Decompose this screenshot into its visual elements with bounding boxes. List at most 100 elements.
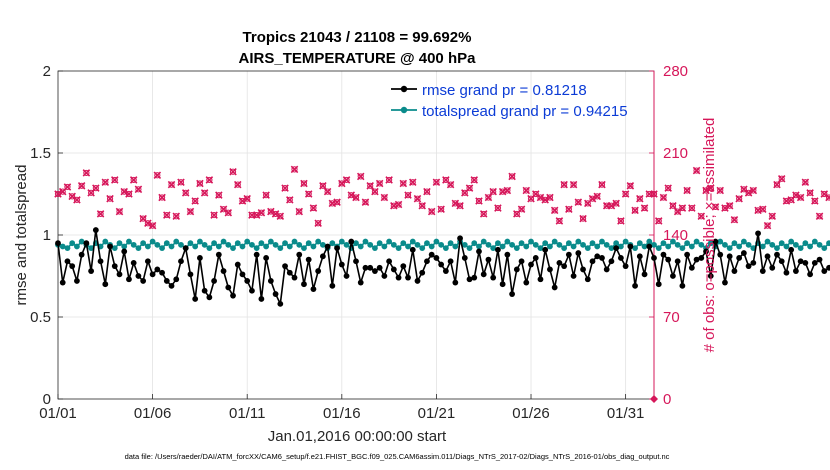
obs-possible-point: [518, 206, 525, 213]
obs-possible-point: [352, 194, 360, 201]
obs-possible-point: [693, 167, 700, 174]
rmse-point: [282, 263, 288, 270]
totalspread-point: [547, 243, 553, 250]
totalspread-point: [537, 245, 544, 252]
left-tick-label-2: 1: [43, 227, 51, 244]
obs-possible-point: [92, 185, 99, 192]
obs-possible-point: [447, 181, 454, 188]
totalspread-point: [821, 245, 828, 252]
totalspread-point: [461, 241, 468, 248]
obs-possible-point: [594, 193, 601, 200]
totalspread-point: [793, 241, 799, 248]
totalspread-point: [395, 245, 402, 252]
obs-possible-point: [348, 192, 355, 199]
obs-possible-point: [688, 204, 695, 212]
obs-possible-point: [258, 209, 265, 216]
rmse-point: [826, 264, 830, 271]
totalspread-point: [376, 240, 383, 247]
rmse-point: [636, 253, 643, 260]
totalspread-point: [674, 241, 681, 248]
totalspread-point: [296, 241, 303, 248]
obs-possible-point: [386, 176, 393, 184]
rmse-point: [64, 258, 71, 265]
rmse-point: [608, 258, 615, 265]
rmse-point: [409, 246, 416, 253]
obs-possible-point: [83, 169, 90, 177]
obs-possible-point: [650, 190, 658, 198]
totalspread-point: [211, 240, 217, 247]
rmse-point: [390, 266, 397, 273]
rmse-point: [811, 259, 818, 266]
obs-possible-point: [565, 206, 572, 213]
obs-possible-point: [210, 211, 218, 219]
obs-possible-point: [428, 208, 435, 215]
obs-possible-point: [144, 220, 151, 227]
rmse-point: [665, 256, 672, 263]
obs-possible-point: [570, 181, 577, 188]
rmse-point: [168, 282, 175, 289]
totalspread-point: [362, 238, 369, 245]
rmse-point: [267, 278, 274, 284]
obs-possible-point: [504, 187, 511, 194]
rmse-point: [736, 255, 743, 261]
obs-possible-point: [702, 187, 710, 194]
totalspread-point: [495, 240, 501, 247]
totalspread-point: [617, 243, 624, 250]
obs-possible-point: [333, 199, 341, 206]
totalspread-point: [173, 238, 180, 245]
totalspread-point: [286, 243, 293, 250]
obs-possible-point: [400, 180, 407, 187]
obs-possible-point: [598, 181, 606, 188]
rmse-point: [774, 251, 780, 258]
totalspread-point: [641, 243, 648, 250]
rmse-point: [523, 279, 530, 286]
obs-possible-point: [357, 173, 364, 180]
rmse-point: [376, 264, 383, 271]
totalspread-point: [466, 245, 473, 252]
totalspread-point: [826, 240, 830, 247]
totalspread-point: [206, 245, 213, 252]
totalspread-point: [778, 240, 785, 247]
obs-possible-point: [376, 180, 383, 187]
rmse-point: [740, 250, 747, 256]
obs-possible-point: [111, 176, 118, 184]
totalspread-point: [130, 241, 137, 248]
rmse-point: [622, 263, 629, 270]
obs-possible-point: [788, 196, 795, 203]
totalspread-point: [783, 243, 790, 250]
obs-possible-point: [367, 182, 374, 189]
totalspread-point: [230, 245, 236, 252]
obs-possible-point: [277, 213, 284, 220]
rmse-point: [334, 245, 340, 252]
rmse-point: [102, 281, 109, 288]
totalspread-point: [381, 243, 388, 250]
right-axis-ticks: 0 70 140 210 280: [649, 63, 688, 408]
obs-possible-point: [196, 180, 204, 187]
rmse-point: [395, 274, 402, 281]
rmse-point: [239, 271, 246, 278]
rmse-point: [277, 300, 284, 307]
obs-possible-point: [149, 222, 156, 229]
obs-possible-point: [726, 202, 733, 209]
rmse-point: [764, 253, 771, 260]
obs-possible-point: [419, 202, 426, 209]
totalspread-point: [305, 240, 312, 247]
rmse-point: [703, 248, 709, 255]
rmse-point: [509, 291, 515, 297]
rmse-point: [783, 269, 790, 276]
totalspread-point: [490, 245, 497, 252]
rmse-point: [684, 251, 691, 258]
obs-possible-point: [54, 190, 62, 198]
rmse-point: [130, 259, 137, 266]
obs-possible-point: [263, 192, 270, 199]
x-tick-label-2: 01/11: [229, 405, 265, 422]
totalspread-point: [717, 238, 724, 245]
rmse-point: [353, 258, 359, 265]
totalspread-point: [433, 238, 440, 245]
totalspread-point: [688, 243, 695, 250]
obs-possible-point: [655, 217, 662, 225]
rmse-point: [253, 251, 260, 258]
totalspread-point: [267, 238, 274, 245]
totalspread-point: [556, 241, 563, 248]
obs-possible-point: [461, 189, 468, 196]
